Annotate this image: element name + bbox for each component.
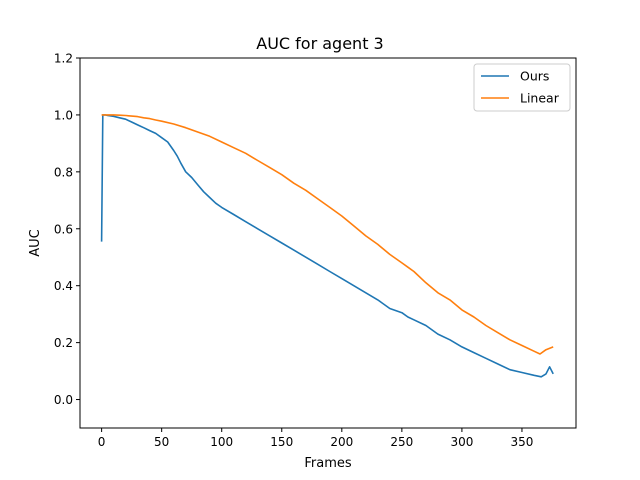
y-tick-label: 0.8 bbox=[54, 165, 73, 179]
chart-title: AUC for agent 3 bbox=[256, 34, 383, 53]
legend-label-ours: Ours bbox=[520, 69, 549, 84]
y-tick-label: 0.2 bbox=[54, 336, 73, 350]
y-tick-label: 1.2 bbox=[54, 52, 73, 66]
x-axis-label: Frames bbox=[304, 456, 352, 471]
x-tick-label: 300 bbox=[450, 435, 473, 449]
y-tick-label: 1.0 bbox=[54, 108, 73, 122]
y-axis: 0.0 0.2 0.4 0.6 0.8 1.0 1.2 bbox=[54, 52, 80, 407]
plot-frame bbox=[79, 57, 577, 429]
x-tick-label: 250 bbox=[390, 435, 413, 449]
x-axis: 0 50 100 150 200 250 300 350 bbox=[98, 428, 534, 449]
y-axis-label: AUC bbox=[28, 229, 43, 257]
series-line-ours bbox=[100, 114, 554, 378]
x-tick-label: 0 bbox=[98, 435, 106, 449]
x-tick-label: 200 bbox=[330, 435, 353, 449]
series-line-linear bbox=[101, 114, 554, 355]
series-layer bbox=[100, 114, 554, 378]
legend: Ours Linear bbox=[473, 63, 571, 112]
x-tick-label: 100 bbox=[210, 435, 233, 449]
y-tick-label: 0.0 bbox=[54, 393, 73, 407]
x-tick-label: 350 bbox=[511, 435, 534, 449]
x-tick-label: 150 bbox=[270, 435, 293, 449]
y-tick-label: 0.6 bbox=[54, 222, 73, 236]
x-tick-label: 50 bbox=[154, 435, 169, 449]
y-tick-label: 0.4 bbox=[54, 279, 73, 293]
legend-label-linear: Linear bbox=[520, 91, 560, 106]
